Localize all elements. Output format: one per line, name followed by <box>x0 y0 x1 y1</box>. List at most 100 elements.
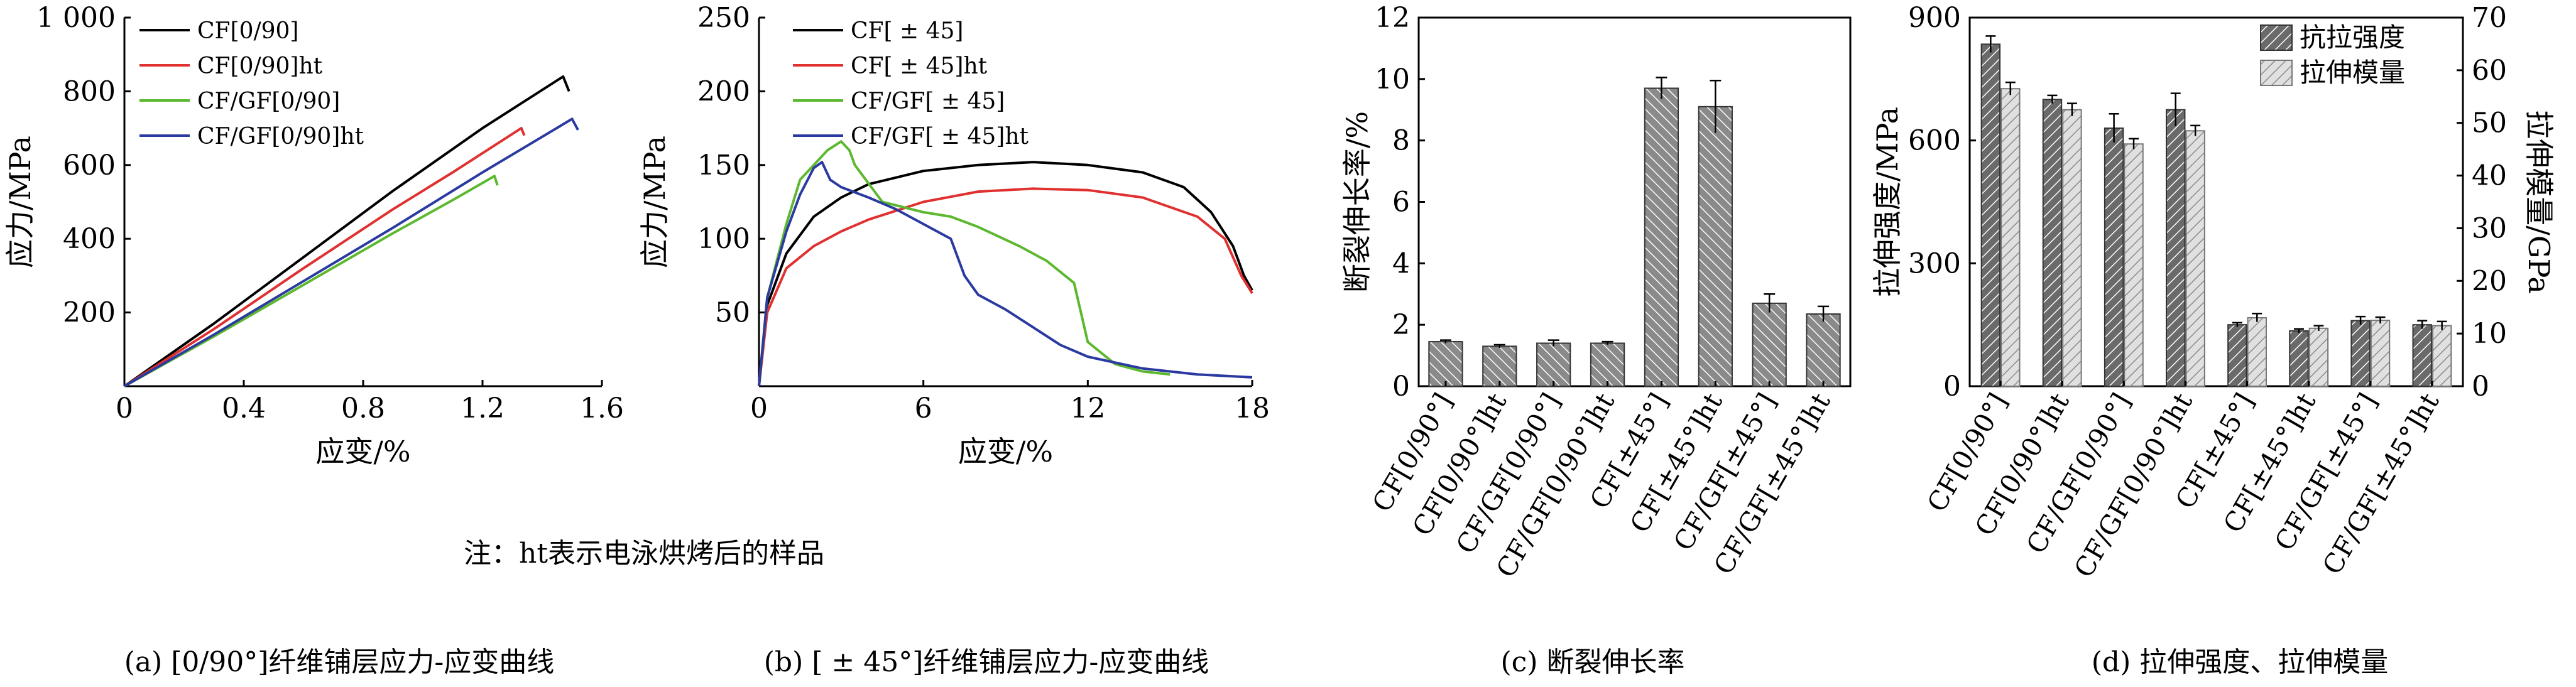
chart-d-y2-tick-label: 30 <box>2472 212 2507 244</box>
chart-d-y-tick-label: 0 <box>1943 371 1961 403</box>
chart-d-modulus-bar <box>2124 143 2144 387</box>
chart-c-y-tick-label: 6 <box>1392 187 1410 219</box>
chart-d-modulus-bar <box>2431 325 2452 387</box>
chart-c-bar <box>1428 341 1463 387</box>
chart-c-y-tick-label: 10 <box>1375 63 1410 95</box>
chart-a-legend-label: CF/GF[0/90]ht <box>197 124 364 149</box>
chart-d-strength-bar <box>2104 127 2124 387</box>
chart-d-y2-tick-label: 60 <box>2472 55 2507 87</box>
chart-b-legend-label: CF[ ± 45]ht <box>851 53 988 79</box>
chart-a-x-tick-label: 1.2 <box>461 392 505 425</box>
chart-d-strength-bar <box>2227 324 2247 387</box>
chart-d-y-tick-label: 600 <box>1908 125 1961 157</box>
chart-d-y2-tick-label: 50 <box>2472 107 2507 139</box>
caption-c: (c) 断裂伸长率 <box>1500 646 1685 678</box>
chart-d-modulus-bar <box>2370 320 2391 387</box>
chart-b-x-tick-label: 18 <box>1235 392 1270 425</box>
chart-d-y2-axis-title: 拉伸模量/GPa <box>2522 110 2556 294</box>
chart-a: 0 0.4 0.8 1.2 1.6 200 400 600 800 1 000 应变/% 应力/MPa… <box>3 2 624 468</box>
chart-a-y-tick-label: 200 <box>63 297 116 329</box>
chart-b-y-tick-label: 250 <box>697 2 750 34</box>
chart-c-y-tick-label: 12 <box>1375 2 1410 34</box>
chart-b: 0 6 12 18 50 100 150 200 250 应变/% 应力/MPa CF[ ± 45] C… <box>638 2 1270 468</box>
chart-b-series-line-2 <box>758 187 1253 387</box>
chart-c: 024681012断裂伸长率/%CF[0/90°]CF[0/90°]htCF/G… <box>1340 2 1852 583</box>
caption-d: (d) 拉伸强度、拉伸模量 <box>2091 646 2389 678</box>
chart-d-y-axis-title: 拉伸强度/MPa <box>1870 107 1904 297</box>
chart-d: 0 300 600 900 0 10 20 30 40 50 60 70 拉伸强度/MPa 拉伸模量/GP… <box>1870 2 2556 583</box>
chart-d-y2-tick-label: 70 <box>2472 2 2507 34</box>
chart-d-legend-label-modulus: 拉伸模量 <box>2300 57 2405 88</box>
chart-d-modulus-bar <box>2185 130 2205 387</box>
chart-c-bar <box>1806 313 1841 387</box>
caption-a: (a) [0/90°]纤维铺层应力-应变曲线 <box>124 646 555 678</box>
chart-d-strength-bar <box>2289 330 2309 387</box>
chart-b-legend-label: CF[ ± 45] <box>851 18 963 44</box>
chart-a-y-axis-title: 应力/MPa <box>3 136 37 268</box>
chart-a-series-line-2 <box>123 127 526 387</box>
chart-d-legend-swatch-strength <box>2260 24 2293 51</box>
chart-d-y2-tick-label: 40 <box>2472 160 2507 192</box>
chart-d-strength-bar <box>2166 109 2186 387</box>
chart-d-modulus-bar <box>2062 109 2082 387</box>
chart-c-bar <box>1536 342 1571 387</box>
chart-d-y2-tick-label: 10 <box>2472 318 2507 350</box>
chart-d-y2-tick-label: 20 <box>2472 265 2507 297</box>
chart-a-x-tick-label: 1.6 <box>580 392 624 425</box>
chart-b-y-tick-label: 200 <box>697 75 750 107</box>
chart-c-bar <box>1698 105 1733 387</box>
chart-c-y-tick-label: 4 <box>1392 247 1410 279</box>
chart-d-strength-bar <box>2412 324 2432 387</box>
chart-a-series-line-3 <box>124 175 499 387</box>
chart-a-legend-label: CF[0/90]ht <box>197 53 323 79</box>
chart-b-series-line-4 <box>758 161 1253 387</box>
chart-c-bar <box>1590 342 1625 387</box>
chart-d-y-tick-label: 900 <box>1908 2 1961 34</box>
chart-b-series-line-3 <box>758 140 1171 387</box>
chart-a-y-tick-label: 1 000 <box>36 2 116 34</box>
chart-b-y-tick-label: 100 <box>697 223 750 255</box>
chart-d-strength-bar <box>2042 99 2063 387</box>
chart-a-legend-label: CF[0/90] <box>197 18 298 44</box>
chart-d-strength-bar <box>2350 320 2371 387</box>
chart-a-x-tick-label: 0.8 <box>341 392 385 425</box>
chart-d-strength-bar <box>1980 43 2001 387</box>
chart-b-x-tick-label: 6 <box>915 392 932 425</box>
caption-b: (b) [ ± 45°]纤维铺层应力-应变曲线 <box>763 646 1209 678</box>
chart-a-x-axis-title: 应变/% <box>315 435 410 468</box>
chart-b-x-axis-title: 应变/% <box>958 435 1053 468</box>
chart-a-y-tick-label: 800 <box>63 75 116 107</box>
chart-a-y-tick-label: 400 <box>63 223 116 255</box>
chart-b-series-line-1 <box>758 161 1253 387</box>
chart-b-x-tick-label: 0 <box>750 392 768 425</box>
chart-a-x-tick-label: 0 <box>116 392 133 425</box>
chart-d-y-tick-label: 300 <box>1908 247 1961 279</box>
chart-b-y-tick-label: 150 <box>697 149 750 181</box>
chart-c-y-tick-label: 0 <box>1392 371 1410 403</box>
chart-b-y-tick-label: 50 <box>715 297 750 329</box>
chart-d-frame <box>1968 16 2464 387</box>
chart-a-series-line-1 <box>123 75 570 387</box>
chart-c-bar <box>1482 345 1517 387</box>
chart-c-bar <box>1752 302 1787 387</box>
chart-b-legend-label: CF/GF[ ± 45]ht <box>851 124 1029 149</box>
chart-a-x-tick-label: 0.4 <box>222 392 266 425</box>
figure-note: 注：ht表示电泳烘烤后的样品 <box>463 538 825 570</box>
chart-d-modulus-bar <box>2308 327 2329 387</box>
chart-d-legend-label-strength: 抗拉强度 <box>2300 22 2405 53</box>
chart-d-y2-tick-label: 0 <box>2472 371 2489 403</box>
chart-b-legend-label: CF/GF[ ± 45] <box>851 89 1005 114</box>
chart-a-series-line-4 <box>124 117 579 387</box>
chart-c-y-tick-label: 2 <box>1392 309 1410 341</box>
chart-c-y-tick-label: 8 <box>1392 125 1410 157</box>
chart-d-legend-swatch-modulus <box>2260 60 2293 86</box>
chart-b-x-tick-label: 12 <box>1070 392 1105 425</box>
chart-d-modulus-bar <box>2000 88 2021 387</box>
chart-a-legend-label: CF/GF[0/90] <box>197 89 340 114</box>
chart-c-y-axis-title: 断裂伸长率/% <box>1340 111 1374 293</box>
chart-c-bar <box>1644 87 1679 387</box>
chart-b-y-axis-title: 应力/MPa <box>638 136 672 268</box>
chart-a-y-tick-label: 600 <box>63 149 116 181</box>
chart-d-modulus-bar <box>2247 316 2267 387</box>
